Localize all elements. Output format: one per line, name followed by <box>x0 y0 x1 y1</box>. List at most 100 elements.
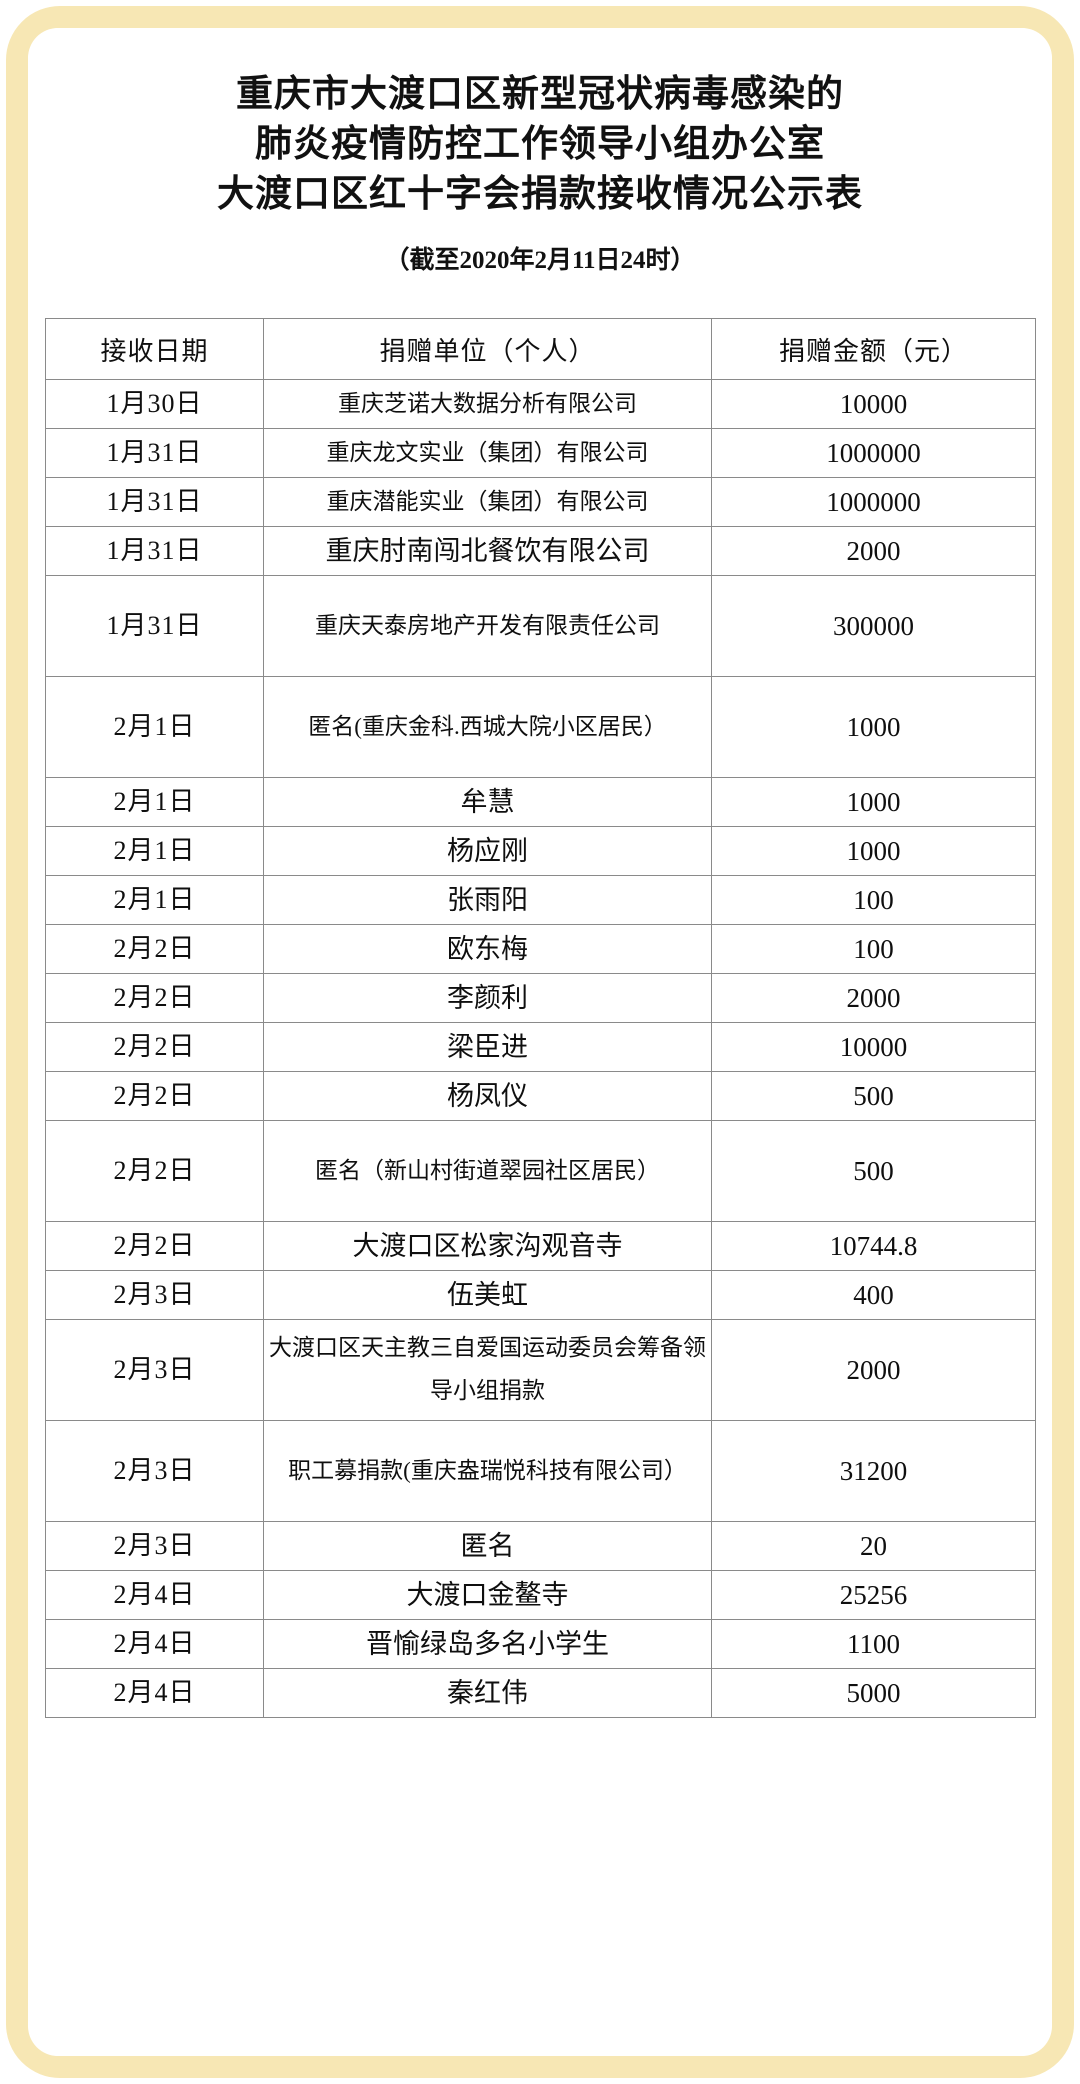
cell-date: 2月4日 <box>45 1570 264 1620</box>
table-row: 2月2日 大渡口区松家沟观音寺 10744.8 <box>45 1221 1036 1271</box>
table-body: 1月30日 重庆芝诺大数据分析有限公司 10000 1月31日 重庆龙文实业（集团）有限… <box>45 379 1036 1718</box>
cell-date: 2月2日 <box>45 1071 264 1121</box>
cell-date: 1月31日 <box>45 575 264 677</box>
table-row: 1月30日 重庆芝诺大数据分析有限公司 10000 <box>45 379 1036 429</box>
cell-amount: 300000 <box>711 575 1036 677</box>
cell-date: 2月4日 <box>45 1619 264 1669</box>
cell-amount: 2000 <box>711 973 1036 1023</box>
cell-donor: 重庆肘南闯北餐饮有限公司 <box>263 526 712 576</box>
cell-amount: 1000 <box>711 826 1036 876</box>
table-row: 2月2日 匿名（新山村街道翠园社区居民） 500 <box>45 1120 1036 1222</box>
cell-date: 1月31日 <box>45 526 264 576</box>
table-row: 2月2日 欧东梅 100 <box>45 924 1036 974</box>
page-title: 重庆市大渡口区新型冠状病毒感染的 肺炎疫情防控工作领导小组办公室 大渡口区红十字… <box>40 28 1040 220</box>
cell-amount: 1000 <box>711 676 1036 778</box>
cell-date: 2月2日 <box>45 1120 264 1222</box>
cell-amount: 400 <box>711 1270 1036 1320</box>
table-row: 2月1日 张雨阳 100 <box>45 875 1036 925</box>
cell-donor: 匿名（新山村街道翠园社区居民） <box>263 1120 712 1222</box>
table-row: 2月3日 匿名 20 <box>45 1521 1036 1571</box>
cell-amount: 1000000 <box>711 477 1036 527</box>
cell-date: 2月2日 <box>45 924 264 974</box>
table-row: 1月31日 重庆天泰房地产开发有限责任公司 300000 <box>45 575 1036 677</box>
cell-date: 2月1日 <box>45 875 264 925</box>
cell-donor: 伍美虹 <box>263 1270 712 1320</box>
cell-donor: 李颜利 <box>263 973 712 1023</box>
cell-donor: 晋愉绿岛多名小学生 <box>263 1619 712 1669</box>
cell-amount: 2000 <box>711 1319 1036 1421</box>
cell-date: 1月30日 <box>45 379 264 429</box>
table-row: 1月31日 重庆潜能实业（集团）有限公司 1000000 <box>45 477 1036 527</box>
table-row: 2月1日 匿名(重庆金科.西城大院小区居民） 1000 <box>45 676 1036 778</box>
table-header-row: 接收日期 捐赠单位（个人） 捐赠金额（元） <box>45 318 1036 380</box>
cell-donor: 匿名 <box>263 1521 712 1571</box>
cell-donor: 杨应刚 <box>263 826 712 876</box>
cell-donor: 重庆芝诺大数据分析有限公司 <box>263 379 712 429</box>
table-row: 2月3日 伍美虹 400 <box>45 1270 1036 1320</box>
cell-donor: 大渡口金鳌寺 <box>263 1570 712 1620</box>
cell-donor: 职工募捐款(重庆盎瑞悦科技有限公司） <box>263 1420 712 1522</box>
donation-table-wrapper: 接收日期 捐赠单位（个人） 捐赠金额（元） 1月30日 重庆芝诺大数据分析有限公司… <box>40 318 1040 1718</box>
cell-date: 2月1日 <box>45 676 264 778</box>
table-row: 2月4日 秦红伟 5000 <box>45 1668 1036 1718</box>
table-row: 2月4日 大渡口金鳌寺 25256 <box>45 1570 1036 1620</box>
table-row: 1月31日 重庆肘南闯北餐饮有限公司 2000 <box>45 526 1036 576</box>
cell-donor: 重庆天泰房地产开发有限责任公司 <box>263 575 712 677</box>
cell-amount: 20 <box>711 1521 1036 1571</box>
cell-donor: 秦红伟 <box>263 1668 712 1718</box>
cell-date: 2月1日 <box>45 777 264 827</box>
table-row: 2月1日 牟慧 1000 <box>45 777 1036 827</box>
document-content: 重庆市大渡口区新型冠状病毒感染的 肺炎疫情防控工作领导小组办公室 大渡口区红十字… <box>40 28 1040 2058</box>
cell-date: 2月2日 <box>45 973 264 1023</box>
cell-donor: 杨凤仪 <box>263 1071 712 1121</box>
table-row: 2月1日 杨应刚 1000 <box>45 826 1036 876</box>
cell-amount: 1000 <box>711 777 1036 827</box>
cell-amount: 10744.8 <box>711 1221 1036 1271</box>
title-line-1: 重庆市大渡口区新型冠状病毒感染的 <box>236 74 844 115</box>
cell-date: 2月2日 <box>45 1221 264 1271</box>
cell-amount: 2000 <box>711 526 1036 576</box>
cell-amount: 5000 <box>711 1668 1036 1718</box>
cell-date: 1月31日 <box>45 428 264 478</box>
cell-date: 2月2日 <box>45 1022 264 1072</box>
cell-amount: 10000 <box>711 379 1036 429</box>
cell-donor: 大渡口区松家沟观音寺 <box>263 1221 712 1271</box>
cell-donor: 欧东梅 <box>263 924 712 974</box>
title-line-3: 大渡口区红十字会捐款接收情况公示表 <box>217 174 863 215</box>
cell-donor: 梁臣进 <box>263 1022 712 1072</box>
cell-donor: 匿名(重庆金科.西城大院小区居民） <box>263 676 712 778</box>
cell-donor: 大渡口区天主教三自爱国运动委员会筹备领导小组捐款 <box>263 1319 712 1421</box>
cell-amount: 100 <box>711 875 1036 925</box>
cell-date: 2月3日 <box>45 1420 264 1522</box>
table-row: 2月3日 大渡口区天主教三自爱国运动委员会筹备领导小组捐款 2000 <box>45 1319 1036 1421</box>
donation-table: 接收日期 捐赠单位（个人） 捐赠金额（元） 1月30日 重庆芝诺大数据分析有限公司… <box>45 318 1036 1718</box>
cell-amount: 100 <box>711 924 1036 974</box>
cell-donor: 张雨阳 <box>263 875 712 925</box>
table-row: 2月2日 李颜利 2000 <box>45 973 1036 1023</box>
cell-amount: 1000000 <box>711 428 1036 478</box>
table-row: 2月4日 晋愉绿岛多名小学生 1100 <box>45 1619 1036 1669</box>
column-header-amount: 捐赠金额（元） <box>711 318 1036 380</box>
cell-amount: 25256 <box>711 1570 1036 1620</box>
cell-amount: 10000 <box>711 1022 1036 1072</box>
cell-amount: 31200 <box>711 1420 1036 1522</box>
cell-date: 2月1日 <box>45 826 264 876</box>
cell-donor: 牟慧 <box>263 777 712 827</box>
table-header: 接收日期 捐赠单位（个人） 捐赠金额（元） <box>45 318 1036 380</box>
table-row: 2月2日 杨凤仪 500 <box>45 1071 1036 1121</box>
title-line-2: 肺炎疫情防控工作领导小组办公室 <box>255 124 825 165</box>
cell-date: 2月3日 <box>45 1521 264 1571</box>
table-row: 2月3日 职工募捐款(重庆盎瑞悦科技有限公司） 31200 <box>45 1420 1036 1522</box>
column-header-donor: 捐赠单位（个人） <box>263 318 712 380</box>
cell-date: 2月4日 <box>45 1668 264 1718</box>
cell-date: 2月3日 <box>45 1270 264 1320</box>
cell-amount: 500 <box>711 1071 1036 1121</box>
cell-amount: 1100 <box>711 1619 1036 1669</box>
table-row: 2月2日 梁臣进 10000 <box>45 1022 1036 1072</box>
cell-date: 1月31日 <box>45 477 264 527</box>
column-header-date: 接收日期 <box>45 318 264 380</box>
cell-donor: 重庆龙文实业（集团）有限公司 <box>263 428 712 478</box>
cell-donor: 重庆潜能实业（集团）有限公司 <box>263 477 712 527</box>
document-subtitle: （截至2020年2月11日24时） <box>384 247 696 274</box>
